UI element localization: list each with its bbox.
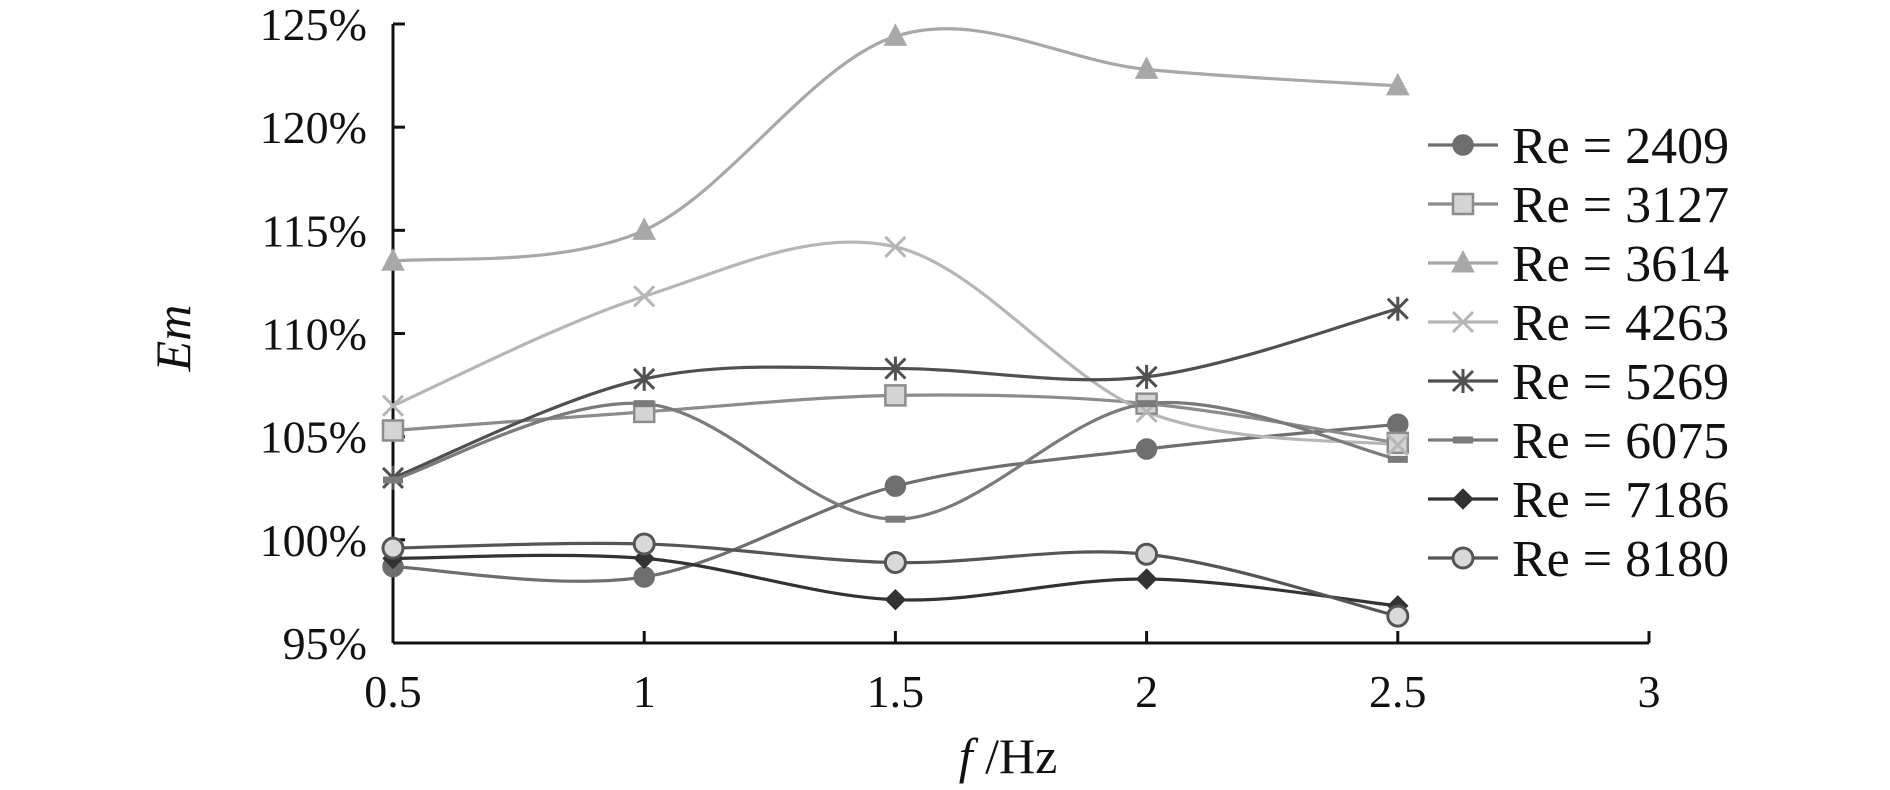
axis-ticks: 0.5 1 1.5 2 2.5 3 95% 100% 105% 110% 115% 120% 125% bbox=[260, 0, 1661, 717]
y-tick-label: 95% bbox=[283, 618, 367, 669]
y-tick-label: 100% bbox=[260, 515, 367, 566]
x-tick-label: 1 bbox=[633, 666, 656, 717]
data-point bbox=[633, 566, 655, 588]
data-point bbox=[884, 384, 907, 407]
data-point bbox=[1135, 542, 1159, 566]
legend-marker bbox=[1451, 546, 1475, 570]
legend-label: Re = 5269 bbox=[1512, 354, 1729, 411]
legend-label: Re = 6075 bbox=[1512, 413, 1729, 470]
x-tick-label: 1.5 bbox=[867, 666, 925, 717]
data-point bbox=[1387, 455, 1408, 463]
legend-label: Re = 3127 bbox=[1512, 177, 1729, 234]
data-point bbox=[634, 400, 655, 408]
data-point bbox=[1135, 568, 1158, 590]
data-point bbox=[633, 285, 656, 308]
legend-label: Re = 8180 bbox=[1512, 531, 1729, 588]
data-point bbox=[383, 476, 403, 484]
data-point bbox=[1387, 413, 1409, 436]
data-point bbox=[632, 532, 656, 556]
legend-label: Re = 3614 bbox=[1512, 236, 1729, 293]
data-point bbox=[632, 217, 657, 240]
legend-marker bbox=[1452, 134, 1474, 156]
data-point bbox=[1134, 56, 1159, 79]
data-point bbox=[1386, 433, 1409, 456]
data-point bbox=[1136, 400, 1157, 408]
series-line bbox=[392, 400, 1399, 521]
y-tick-label: 120% bbox=[260, 102, 367, 153]
series-lines bbox=[392, 27, 1399, 618]
legend-marker bbox=[1451, 310, 1475, 334]
y-tick-label: 125% bbox=[260, 0, 367, 50]
legend-label: Re = 7186 bbox=[1512, 472, 1729, 529]
series-markers bbox=[381, 23, 1410, 628]
data-point bbox=[885, 515, 906, 523]
data-point bbox=[381, 536, 405, 560]
data-point bbox=[381, 394, 405, 417]
data-point bbox=[884, 356, 907, 381]
data-point bbox=[884, 235, 907, 258]
x-tick-label: 0.5 bbox=[364, 666, 422, 717]
x-tick-label: 2.5 bbox=[1369, 666, 1427, 717]
legend-marker bbox=[1451, 249, 1475, 273]
data-point bbox=[381, 248, 405, 271]
data-point bbox=[633, 366, 656, 391]
series-line bbox=[392, 27, 1398, 263]
data-point bbox=[884, 475, 907, 497]
data-point bbox=[884, 588, 907, 611]
y-axis-label: Em bbox=[145, 305, 201, 373]
legend-label: Re = 2409 bbox=[1512, 118, 1729, 175]
data-point bbox=[381, 419, 405, 442]
legend-marker bbox=[1451, 369, 1475, 393]
x-tick-label: 2 bbox=[1135, 666, 1158, 717]
y-tick-label: 105% bbox=[260, 412, 367, 463]
data-point bbox=[883, 23, 908, 46]
legend-label: Re = 4263 bbox=[1512, 295, 1729, 352]
x-tick-label: 3 bbox=[1638, 666, 1661, 717]
data-point bbox=[883, 551, 907, 575]
y-tick-label: 115% bbox=[261, 205, 367, 256]
y-tick-label: 110% bbox=[261, 309, 367, 360]
data-point bbox=[1385, 72, 1410, 96]
data-point bbox=[1386, 604, 1410, 628]
legend-marker bbox=[1452, 488, 1474, 510]
legend-marker bbox=[1451, 192, 1475, 216]
x-axis-label: f /Hz bbox=[959, 728, 1058, 784]
data-point bbox=[1386, 296, 1409, 321]
legend-marker bbox=[1453, 436, 1473, 444]
data-point bbox=[1135, 438, 1158, 460]
data-point bbox=[1135, 364, 1158, 389]
